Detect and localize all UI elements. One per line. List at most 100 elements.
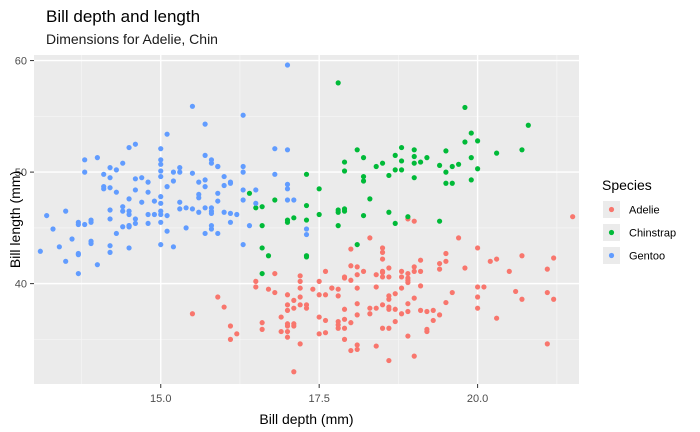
data-point-gentoo (202, 177, 208, 183)
data-point-gentoo (145, 179, 151, 185)
data-point-chinstrap (335, 223, 341, 229)
data-point-gentoo (215, 190, 221, 196)
data-point-adelie (430, 317, 436, 324)
data-point-gentoo (196, 209, 202, 215)
data-point-chinstrap (259, 204, 265, 210)
data-point-chinstrap (411, 175, 417, 181)
data-point-gentoo (126, 144, 132, 151)
data-point-gentoo (139, 199, 145, 205)
data-point-chinstrap (468, 177, 474, 183)
data-point-gentoo (202, 121, 208, 127)
data-point-adelie (284, 302, 291, 308)
data-point-chinstrap (335, 80, 341, 86)
data-point-gentoo (107, 249, 113, 255)
data-point-chinstrap (443, 148, 449, 154)
data-point-chinstrap (525, 122, 531, 128)
data-point-chinstrap (392, 152, 398, 158)
data-point-adelie (379, 268, 386, 274)
data-point-gentoo (82, 157, 88, 163)
data-point-adelie (436, 312, 443, 318)
data-point-chinstrap (468, 130, 474, 136)
data-point-adelie (367, 305, 373, 311)
data-points (37, 62, 576, 375)
data-point-adelie (234, 331, 240, 337)
data-point-adelie (348, 246, 354, 252)
data-point-adelie (284, 323, 291, 329)
data-point-adelie (259, 326, 265, 332)
data-point-gentoo (94, 155, 100, 161)
data-point-chinstrap (392, 167, 398, 173)
data-point-gentoo (126, 208, 132, 214)
data-point-adelie (316, 314, 322, 320)
data-point-adelie (322, 292, 329, 298)
data-point-gentoo (132, 141, 138, 147)
data-point-gentoo (158, 241, 164, 248)
data-point-chinstrap (475, 166, 481, 172)
data-point-gentoo (240, 163, 246, 170)
data-point-chinstrap (462, 139, 468, 145)
data-point-gentoo (113, 189, 119, 195)
data-point-gentoo (183, 205, 189, 211)
data-point-adelie (455, 235, 462, 241)
data-point-adelie (513, 288, 519, 295)
legend-key-chinstrap (608, 229, 615, 236)
data-point-chinstrap (360, 178, 367, 184)
data-point-gentoo (202, 152, 208, 158)
data-point-adelie (398, 285, 405, 291)
data-point-adelie (341, 274, 348, 280)
data-point-adelie (405, 308, 411, 315)
data-point-gentoo (177, 165, 183, 171)
data-point-adelie (291, 305, 297, 311)
legend: Species Adelie Chinstrap Gentoo (602, 177, 676, 264)
data-point-chinstrap (259, 223, 265, 229)
data-point-adelie (297, 341, 303, 347)
data-point-adelie (316, 331, 322, 337)
data-point-adelie (329, 285, 335, 291)
data-point-gentoo (75, 250, 81, 257)
data-point-adelie (386, 296, 392, 302)
data-point-adelie (354, 346, 360, 353)
data-point-gentoo (303, 226, 310, 232)
data-point-gentoo (63, 258, 69, 264)
data-point-adelie (475, 294, 481, 300)
data-point-adelie (348, 347, 354, 354)
data-point-adelie (551, 255, 557, 261)
data-point-adelie (379, 325, 386, 331)
data-point-gentoo (120, 208, 126, 214)
data-point-gentoo (107, 207, 113, 213)
data-point-adelie (411, 218, 417, 224)
data-point-gentoo (208, 226, 215, 232)
data-point-gentoo (75, 221, 81, 228)
data-point-adelie (424, 328, 430, 335)
data-point-chinstrap (354, 241, 360, 248)
data-point-adelie (386, 306, 392, 312)
data-point-gentoo (158, 194, 164, 200)
data-point-adelie (443, 250, 449, 257)
data-point-adelie (259, 320, 265, 326)
data-point-adelie (398, 268, 405, 274)
data-point-gentoo (177, 169, 183, 175)
data-point-chinstrap (398, 167, 405, 173)
data-point-gentoo (240, 169, 246, 175)
legend-key-adelie (608, 206, 615, 213)
data-point-chinstrap (316, 186, 322, 192)
data-point-adelie (475, 305, 481, 311)
data-point-chinstrap (360, 173, 367, 180)
data-point-gentoo (303, 231, 310, 238)
data-point-adelie (322, 317, 329, 324)
data-point-gentoo (177, 206, 183, 212)
data-point-adelie (291, 297, 297, 303)
data-point-gentoo (177, 199, 183, 205)
data-point-chinstrap (284, 217, 291, 223)
y-axis-title: Bill length (mm) (7, 171, 23, 268)
data-point-chinstrap (335, 209, 341, 215)
data-point-chinstrap (417, 159, 424, 165)
data-point-adelie (341, 336, 348, 342)
data-point-gentoo (227, 210, 234, 216)
data-point-adelie (227, 323, 234, 329)
data-point-gentoo (132, 216, 138, 222)
data-point-gentoo (107, 185, 113, 191)
data-point-chinstrap (449, 180, 455, 186)
data-point-adelie (405, 333, 411, 339)
data-point-chinstrap (303, 253, 310, 259)
